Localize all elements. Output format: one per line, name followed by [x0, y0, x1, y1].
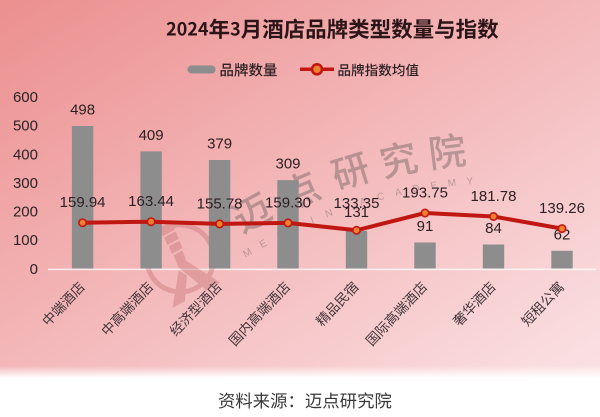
- svg-text:D: D: [411, 183, 420, 195]
- svg-text:A: A: [394, 187, 403, 199]
- svg-text:E: E: [258, 238, 269, 251]
- svg-text:309: 309: [275, 156, 300, 173]
- svg-text:100: 100: [13, 232, 38, 249]
- svg-text:600: 600: [13, 89, 38, 106]
- svg-text:Y: Y: [466, 176, 474, 188]
- svg-text:I: I: [309, 215, 316, 226]
- svg-text:M: M: [447, 178, 457, 190]
- svg-text:409: 409: [139, 127, 164, 144]
- svg-text:498: 498: [70, 102, 95, 119]
- svg-text:155.78: 155.78: [197, 195, 243, 212]
- svg-text:163.44: 163.44: [128, 193, 174, 210]
- svg-text:159.30: 159.30: [265, 194, 311, 211]
- svg-text:133.35: 133.35: [334, 195, 380, 212]
- svg-text:400: 400: [13, 146, 38, 163]
- svg-text:A: A: [359, 196, 369, 209]
- svg-text:0: 0: [30, 261, 38, 278]
- svg-text:62: 62: [554, 226, 571, 243]
- svg-text:181.78: 181.78: [471, 188, 517, 205]
- svg-text:379: 379: [207, 136, 232, 153]
- svg-text:193.75: 193.75: [402, 185, 448, 202]
- svg-text:500: 500: [13, 118, 38, 135]
- svg-text:159.94: 159.94: [60, 194, 106, 211]
- svg-text:300: 300: [13, 175, 38, 192]
- svg-text:139.26: 139.26: [539, 200, 585, 217]
- svg-text:91: 91: [417, 218, 434, 235]
- svg-text:N: N: [324, 208, 335, 221]
- svg-text:E: E: [430, 180, 439, 192]
- svg-text:C: C: [376, 191, 386, 203]
- svg-text:84: 84: [485, 220, 502, 237]
- svg-text:131: 131: [344, 204, 369, 221]
- svg-text:200: 200: [13, 204, 38, 221]
